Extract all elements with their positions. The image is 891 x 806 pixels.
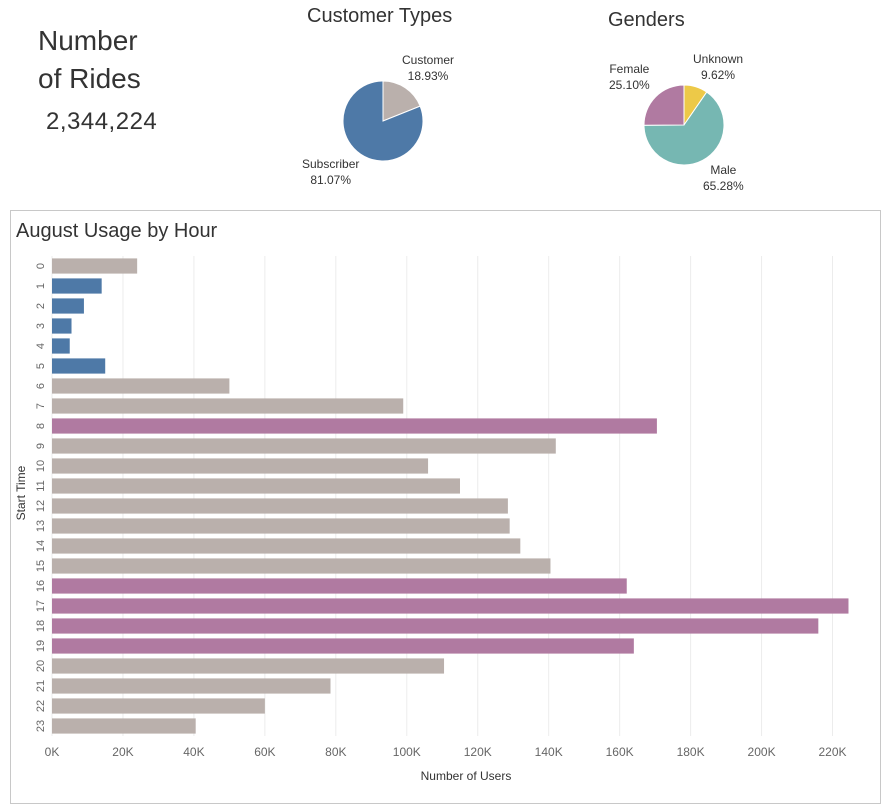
customer-types-pie[interactable] xyxy=(340,78,426,164)
kpi-title-line2: of Rides xyxy=(38,63,141,94)
x-tick-label: 220K xyxy=(819,745,847,759)
subscriber-slice-name: Subscriber xyxy=(302,157,360,171)
customer-types-title: Customer Types xyxy=(307,5,453,27)
bar-hour-18[interactable] xyxy=(52,618,819,634)
bar-hour-11[interactable] xyxy=(52,478,460,494)
bar-hour-3[interactable] xyxy=(52,318,72,334)
bar-hour-19[interactable] xyxy=(52,638,634,654)
x-tick-label: 80K xyxy=(325,745,346,759)
genders-title: Genders xyxy=(608,9,685,31)
y-tick-label: 6 xyxy=(35,383,47,389)
y-tick-label: 2 xyxy=(35,303,47,309)
bar-hour-10[interactable] xyxy=(52,458,429,474)
y-tick-label: 7 xyxy=(35,403,47,409)
unknown-slice-label: Unknown 9.62% xyxy=(693,51,743,83)
usage-chart-panel xyxy=(10,210,881,804)
y-tick-label: 18 xyxy=(35,620,47,632)
kpi-value: 2,344,224 xyxy=(46,108,158,135)
x-tick-label: 160K xyxy=(606,745,634,759)
bar-hour-17[interactable] xyxy=(52,598,849,614)
x-tick-labels: 0K 20K 40K 60K 80K 100K 120K 140K 160K 180K 200K 22… xyxy=(45,745,847,759)
y-tick-label: 11 xyxy=(35,480,47,491)
subscriber-slice-pct: 81.07% xyxy=(310,173,352,187)
bar-hour-0[interactable] xyxy=(52,258,138,274)
female-slice-label: Female 25.10% xyxy=(609,61,650,93)
x-tick-label: 120K xyxy=(464,745,492,759)
x-tick-label: 140K xyxy=(535,745,563,759)
genders-slice-male[interactable] xyxy=(643,91,725,166)
y-tick-label: 4 xyxy=(35,343,47,349)
y-tick-label: 5 xyxy=(35,363,47,369)
y-tick-label: 0 xyxy=(35,263,47,269)
y-tick-label: 15 xyxy=(35,560,47,572)
bar-hour-9[interactable] xyxy=(52,438,556,454)
x-tick-label: 100K xyxy=(393,745,421,759)
y-tick-label: 13 xyxy=(35,520,47,532)
bar-hour-8[interactable] xyxy=(52,418,657,434)
y-tick-label: 23 xyxy=(35,720,47,732)
male-slice-pct: 65.28% xyxy=(703,179,744,193)
y-tick-label: 9 xyxy=(35,443,47,449)
customer-slice-name: Customer xyxy=(402,53,455,67)
y-tick-label: 22 xyxy=(35,700,47,712)
bar-hour-13[interactable] xyxy=(52,518,510,534)
bar-hour-2[interactable] xyxy=(52,298,84,314)
y-tick-label: 10 xyxy=(35,460,47,472)
unknown-slice-name: Unknown xyxy=(693,52,744,66)
x-tick-label: 40K xyxy=(183,745,204,759)
y-tick-label: 17 xyxy=(35,600,47,612)
bar-hour-14[interactable] xyxy=(52,538,521,554)
customer-slice-label: Customer 18.93% xyxy=(402,52,454,84)
subscriber-slice-label: Subscriber 81.07% xyxy=(302,156,359,188)
x-tick-label: 180K xyxy=(677,745,705,759)
bar-hour-16[interactable] xyxy=(52,578,627,594)
y-tick-label: 12 xyxy=(35,500,47,512)
x-tick-label: 60K xyxy=(254,745,275,759)
bar-hour-12[interactable] xyxy=(52,498,508,514)
y-tick-label: 8 xyxy=(35,423,47,429)
customer-slice-pct: 18.93% xyxy=(407,69,449,83)
kpi-title-line1: Number xyxy=(38,25,138,56)
bar-hour-5[interactable] xyxy=(52,358,106,374)
y-tick-label: 1 xyxy=(35,283,47,289)
y-tick-label: 3 xyxy=(35,323,47,329)
customer-types-slice-customer[interactable] xyxy=(382,80,421,122)
kpi-title: Number of Rides xyxy=(38,22,141,98)
x-tick-label: 200K xyxy=(748,745,776,759)
customer-types-slice-subscriber[interactable] xyxy=(342,80,424,162)
bar-hour-4[interactable] xyxy=(52,338,70,354)
chart-gridlines xyxy=(51,256,834,736)
x-tick-label: 0K xyxy=(45,745,60,759)
y-tick-label: 16 xyxy=(35,580,47,592)
female-slice-name: Female xyxy=(609,62,650,76)
y-tick-label: 14 xyxy=(35,540,47,552)
bar-hour-7[interactable] xyxy=(52,398,404,414)
y-tick-label: 20 xyxy=(35,660,47,672)
bar-hour-15[interactable] xyxy=(52,558,551,574)
bar-hour-22[interactable] xyxy=(52,698,265,714)
x-tick-label: 20K xyxy=(112,745,133,759)
unknown-slice-pct: 9.62% xyxy=(701,68,736,82)
male-slice-label: Male 65.28% xyxy=(703,162,744,194)
bar-hour-21[interactable] xyxy=(52,678,331,694)
y-axis-title: Start Time xyxy=(14,465,28,520)
bar-hour-23[interactable] xyxy=(52,718,196,734)
female-slice-pct: 25.10% xyxy=(609,78,650,92)
bar-hour-1[interactable] xyxy=(52,278,102,294)
bar-hour-6[interactable] xyxy=(52,378,230,394)
bar-hour-20[interactable] xyxy=(52,658,445,674)
chart-bars xyxy=(52,258,849,734)
male-slice-name: Male xyxy=(710,163,737,177)
genders-slice-female[interactable] xyxy=(643,84,685,126)
genders-pie[interactable] xyxy=(641,82,727,168)
y-tick-label: 21 xyxy=(35,680,47,692)
y-tick-label: 19 xyxy=(35,640,47,652)
x-axis-title: Number of Users xyxy=(421,769,512,783)
usage-chart-title: August Usage by Hour xyxy=(16,220,218,242)
